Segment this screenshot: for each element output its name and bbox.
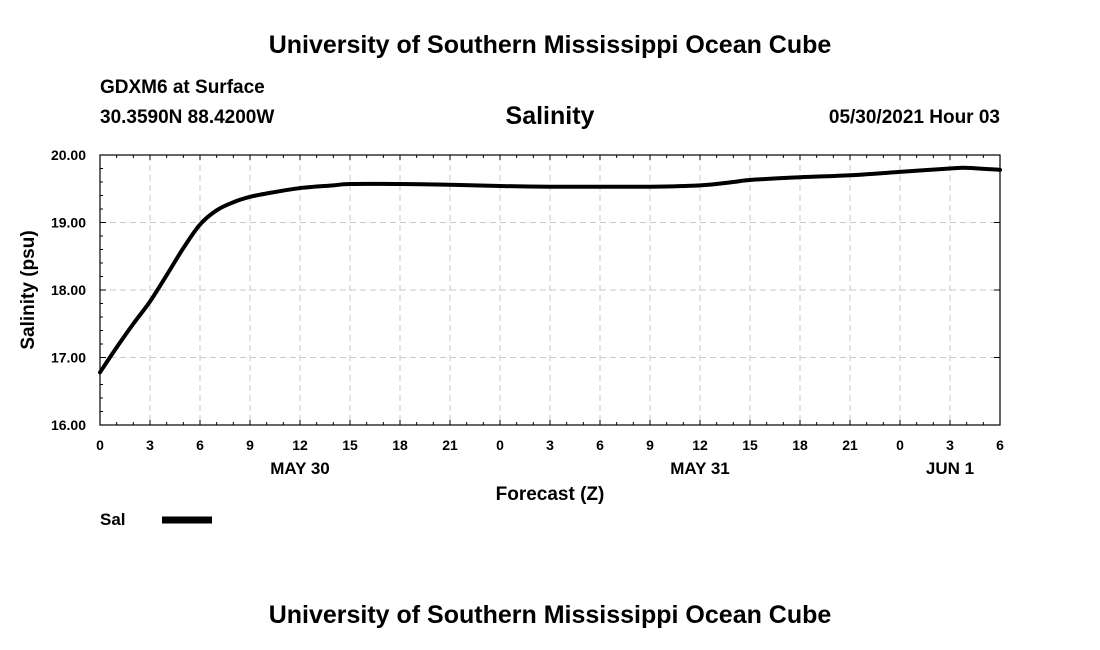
x-tick-label: 21 xyxy=(842,437,858,453)
x-tick-label: 9 xyxy=(646,437,654,453)
salinity-series-line xyxy=(98,165,1002,375)
footer-title: University of Southern Mississippi Ocean… xyxy=(268,601,832,629)
salinity-chart: 0 3 6 9 12 15 18 21 0 3 6 9 12 15 18 21 0 3 6 16.00 17.00 18.… xyxy=(18,147,1004,529)
x-tick-label: 0 xyxy=(496,437,504,453)
axis-ticks xyxy=(99,154,1001,426)
x-tick-label: 12 xyxy=(292,437,308,453)
date-label: MAY 31 xyxy=(670,459,730,478)
station-label: GDXM6 at Surface xyxy=(100,77,265,98)
axis-labels: 0 3 6 9 12 15 18 21 0 3 6 9 12 15 18 21 0 3 6 16.00 17.00 18.… xyxy=(51,147,1004,478)
y-tick-label: 16.00 xyxy=(51,417,86,433)
y-tick-label: 18.00 xyxy=(51,282,86,298)
y-axis-label: Salinity (psu) xyxy=(18,230,39,349)
date-label: JUN 1 xyxy=(926,459,974,478)
coordinates-label: 30.3590N 88.4200W xyxy=(100,107,275,128)
y-tick-label: 20.00 xyxy=(51,147,86,163)
x-tick-label: 12 xyxy=(692,437,708,453)
y-tick-label: 19.00 xyxy=(51,215,86,231)
x-axis-label: Forecast (Z) xyxy=(496,484,605,505)
x-tick-label: 9 xyxy=(246,437,254,453)
x-tick-label: 3 xyxy=(146,437,154,453)
forecast-datetime: 05/30/2021 Hour 03 xyxy=(828,107,1000,128)
date-label: MAY 30 xyxy=(270,459,330,478)
x-tick-label: 3 xyxy=(946,437,954,453)
x-tick-label: 15 xyxy=(742,437,758,453)
x-tick-label: 15 xyxy=(342,437,358,453)
legend-label: Sal xyxy=(100,510,126,529)
grid-lines xyxy=(100,155,1000,425)
x-tick-label: 0 xyxy=(96,437,104,453)
x-tick-label: 6 xyxy=(196,437,204,453)
x-tick-label: 21 xyxy=(442,437,458,453)
x-tick-label: 0 xyxy=(896,437,904,453)
page-title: University of Southern Mississippi Ocean… xyxy=(268,31,832,59)
x-tick-label: 6 xyxy=(996,437,1004,453)
y-tick-label: 17.00 xyxy=(51,350,86,366)
x-tick-label: 6 xyxy=(596,437,604,453)
x-tick-label: 3 xyxy=(546,437,554,453)
x-tick-label: 18 xyxy=(792,437,808,453)
x-tick-label: 18 xyxy=(392,437,408,453)
chart-title: Salinity xyxy=(505,102,595,130)
